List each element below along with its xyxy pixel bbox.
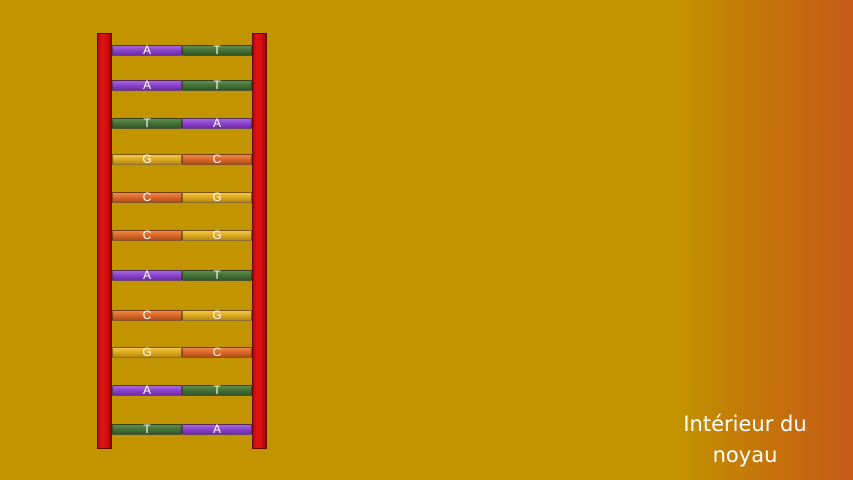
left-base: C [112,309,182,321]
left-base: A [112,44,182,56]
base-pair-rung: A T [112,384,252,396]
right-base: C [182,153,252,165]
right-base: G [182,309,252,321]
base-pair-rung: T A [112,117,252,129]
base-pair-rung: C G [112,191,252,203]
base-pair-rung: T A [112,423,252,435]
base-pair-rung: C G [112,309,252,321]
left-base: G [112,346,182,358]
caption-line-2: noyau [712,443,778,467]
right-base: T [182,79,252,91]
left-base: C [112,191,182,203]
caption-line-1: Intérieur du [683,412,807,436]
right-base: A [182,423,252,435]
base-pair-rung: G C [112,153,252,165]
base-pair-rung: A T [112,44,252,56]
nucleus-interior-caption: Intérieur du noyau [660,409,830,471]
left-backbone-strand [97,33,112,449]
base-pair-rung: C G [112,229,252,241]
left-base: A [112,79,182,91]
right-base: G [182,191,252,203]
right-backbone-strand [252,33,267,449]
left-base: G [112,153,182,165]
right-base: T [182,384,252,396]
left-base: A [112,269,182,281]
right-base: C [182,346,252,358]
right-base: T [182,44,252,56]
left-base: T [112,423,182,435]
left-base: A [112,384,182,396]
left-base: T [112,117,182,129]
base-pair-rung: A T [112,79,252,91]
dna-ladder: A T A T T A G C C G C G A T C G G C A T … [97,33,267,449]
right-base: T [182,269,252,281]
base-pair-rung: G C [112,346,252,358]
right-base: G [182,229,252,241]
right-base: A [182,117,252,129]
base-pair-rung: A T [112,269,252,281]
left-base: C [112,229,182,241]
